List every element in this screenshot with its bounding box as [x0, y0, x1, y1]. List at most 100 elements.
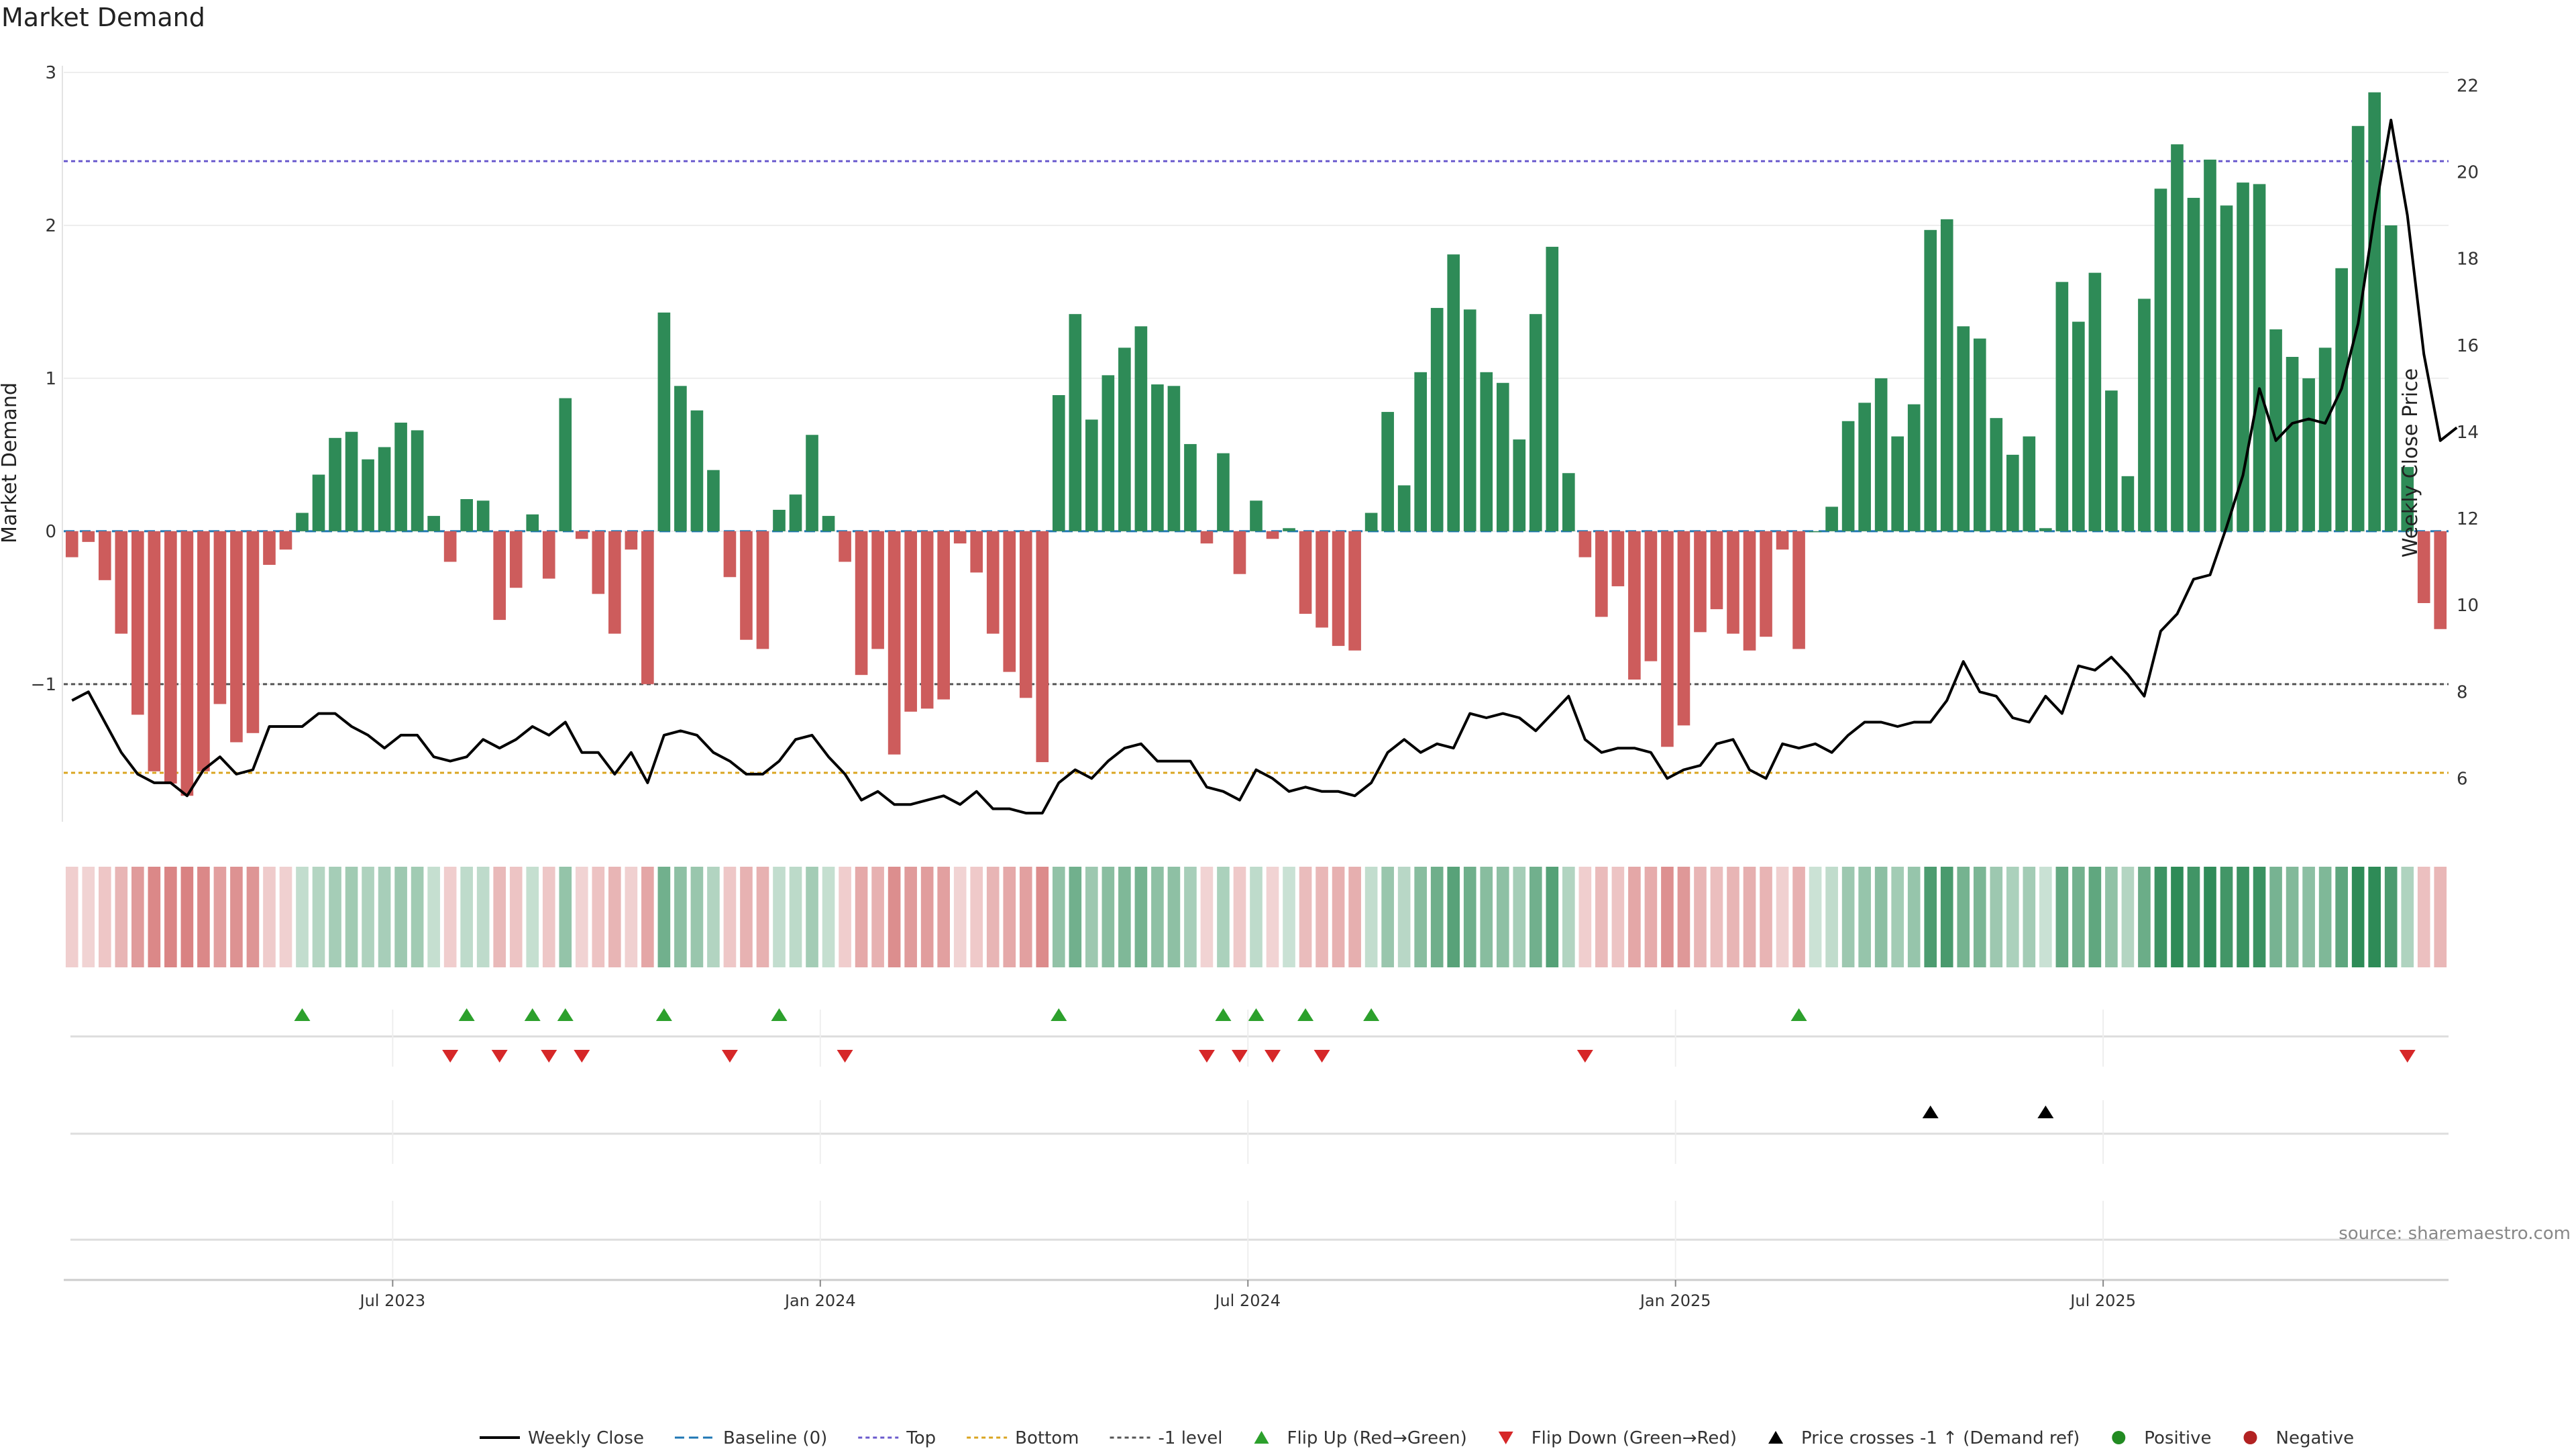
demand-bar [986, 531, 1000, 634]
demand-bar [2434, 531, 2447, 629]
heat-cell [2335, 867, 2348, 967]
heat-cell [230, 867, 243, 967]
heat-cell [164, 867, 177, 967]
demand-bar [2039, 528, 2052, 531]
heat-cell [296, 867, 309, 967]
heat-cell [855, 867, 868, 967]
heat-cell [493, 867, 506, 967]
heat-cell [986, 867, 1000, 967]
flip-up-marker [1363, 1008, 1380, 1021]
heat-cell [822, 867, 835, 967]
heat-cell [2302, 867, 2315, 967]
demand-bar [953, 531, 967, 544]
legend-label: Baseline (0) [723, 1428, 827, 1448]
legend-label: Weekly Close [528, 1428, 644, 1448]
heat-cell [1628, 867, 1641, 967]
right-tick-label: 8 [2457, 682, 2468, 702]
heat-cell [2105, 867, 2118, 967]
heat-cell [509, 867, 523, 967]
heat-cell [773, 867, 786, 967]
heat-cell [937, 867, 950, 967]
heat-cell [98, 867, 111, 967]
heat-cell [1907, 867, 1921, 967]
heat-cell [2253, 867, 2266, 967]
demand-bar [756, 531, 769, 649]
demand-bar [1118, 347, 1131, 531]
demand-bar [98, 531, 111, 580]
legend-item: Negative [2243, 1428, 2354, 1448]
heat-cell [1266, 867, 1279, 967]
heat-cell [756, 867, 769, 967]
demand-bar [1661, 531, 1674, 747]
demand-bar [1841, 421, 1855, 531]
heat-cell [1858, 867, 1871, 967]
legend-item: Top [858, 1428, 936, 1448]
heat-cell [1233, 867, 1246, 967]
heat-cell [1841, 867, 1855, 967]
demand-bar [493, 531, 506, 621]
demand-bar [920, 531, 934, 709]
flip-up-marker [458, 1008, 475, 1021]
legend-label: Bottom [1015, 1428, 1079, 1448]
heat-cell [115, 867, 128, 967]
heat-cell [1003, 867, 1016, 967]
heat-cell [1727, 867, 1739, 967]
heat-cell [2368, 867, 2381, 967]
heat-cell [920, 867, 934, 967]
legend-item: Positive [2112, 1428, 2212, 1448]
flip-down-marker [491, 1050, 508, 1063]
heat-cell [312, 867, 325, 967]
demand-bar [1644, 531, 1658, 661]
demand-bar [1957, 326, 1970, 531]
demand-bar [2187, 197, 2200, 531]
demand-bar [378, 447, 391, 531]
flip-down-marker [442, 1050, 459, 1063]
heat-cell [1381, 867, 1394, 967]
heat-cell [1118, 867, 1131, 967]
demand-bar [213, 531, 227, 704]
heat-cell [1480, 867, 1493, 967]
heat-cell [411, 867, 424, 967]
demand-bar [246, 531, 260, 733]
flip-down-marker [1231, 1050, 1248, 1063]
demand-bar [2384, 225, 2398, 531]
heat-cell [394, 867, 407, 967]
demand-bar [1611, 531, 1625, 586]
demand-bar [1463, 309, 1477, 531]
heat-cell [1430, 867, 1444, 967]
heat-cell [1184, 867, 1197, 967]
heat-cell [1496, 867, 1509, 967]
demand-bar [740, 531, 753, 640]
heat-cell [1447, 867, 1460, 967]
legend-swatch [1768, 1431, 1784, 1444]
demand-bar [1990, 418, 2003, 531]
heat-cell [1217, 867, 1230, 967]
heat-cell [953, 867, 967, 967]
left-tick-label: −1 [31, 675, 56, 695]
heat-cell [1102, 867, 1115, 967]
heat-cell [2006, 867, 2019, 967]
demand-bar [1348, 531, 1361, 651]
heat-cell [1019, 867, 1032, 967]
demand-bar [1677, 531, 1690, 726]
heat-cell [1151, 867, 1164, 967]
demand-bar [1283, 528, 1295, 531]
heat-cell [608, 867, 621, 967]
demand-bar [164, 531, 177, 784]
heat-cell [2237, 867, 2249, 967]
price-series [71, 119, 2458, 815]
demand-bar [773, 509, 786, 531]
legend-label: Positive [2144, 1428, 2211, 1448]
heat-cell [1283, 867, 1295, 967]
demand-bar [1529, 314, 1542, 531]
left-tick-label: 0 [45, 522, 56, 542]
demand-bar [1381, 412, 1394, 531]
demand-bar [443, 531, 457, 562]
heat-cell [1776, 867, 1789, 967]
flip-up-marker [1051, 1008, 1067, 1021]
demand-bar [1727, 531, 1739, 634]
demand-bar [2401, 467, 2414, 531]
demand-bars [65, 92, 2447, 796]
heat-cell [625, 867, 638, 967]
heat-cell [1250, 867, 1263, 967]
